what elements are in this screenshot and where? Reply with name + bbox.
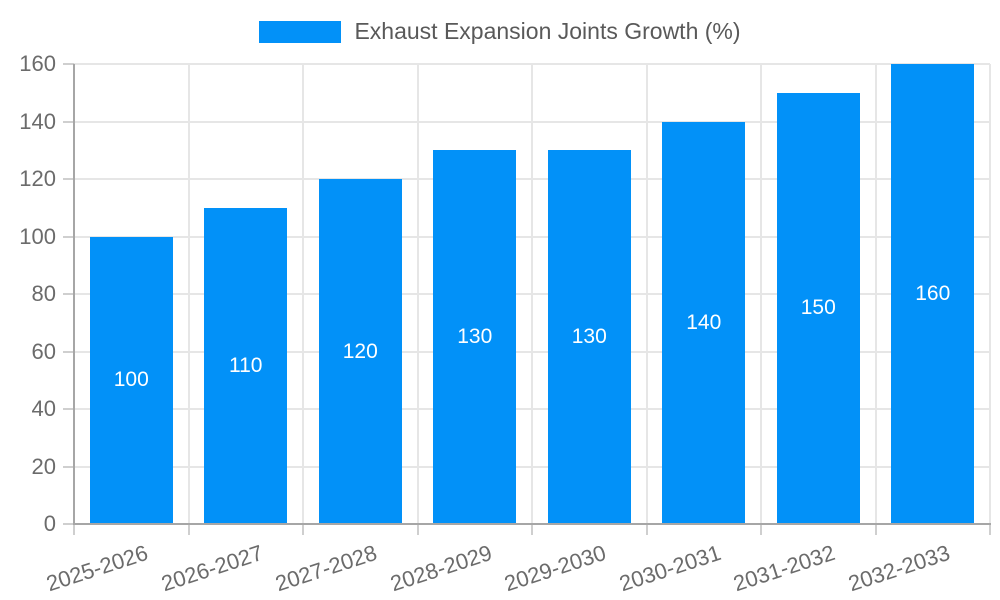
bar[interactable]: 130 bbox=[547, 150, 631, 524]
x-tick bbox=[531, 524, 533, 535]
x-tick bbox=[874, 524, 877, 535]
y-tick bbox=[63, 523, 74, 525]
x-axis-label: 2032-2033 bbox=[844, 540, 953, 597]
bar[interactable]: 110 bbox=[204, 207, 288, 524]
x-gridline bbox=[531, 64, 533, 524]
y-axis-label: 140 bbox=[19, 108, 56, 134]
x-tick bbox=[989, 524, 991, 535]
y-axis-label: 0 bbox=[43, 511, 56, 536]
bar[interactable]: 150 bbox=[776, 92, 860, 524]
x-tick bbox=[302, 524, 304, 535]
y-tick bbox=[63, 408, 74, 410]
y-axis-label: 160 bbox=[19, 51, 56, 76]
bar-value-label: 130 bbox=[457, 325, 493, 349]
x-axis-label: 2030-2031 bbox=[615, 540, 724, 597]
x-axis-label: 2025-2026 bbox=[43, 540, 151, 597]
x-gridline bbox=[187, 64, 190, 524]
x-tick bbox=[73, 524, 75, 535]
x-gridline bbox=[874, 64, 877, 524]
x-axis-line bbox=[73, 523, 991, 525]
x-gridline bbox=[989, 64, 991, 524]
x-axis-label: 2031-2032 bbox=[730, 540, 838, 597]
bar[interactable]: 140 bbox=[662, 121, 746, 524]
bar-value-label: 150 bbox=[800, 296, 836, 320]
x-axis-label: 2026-2027 bbox=[157, 540, 266, 597]
y-axis-label: 60 bbox=[31, 338, 56, 364]
y-tick bbox=[63, 350, 74, 353]
x-tick bbox=[187, 524, 190, 535]
y-axis-label: 40 bbox=[31, 396, 56, 421]
x-axis-label: 2029-2030 bbox=[501, 540, 609, 597]
legend-swatch-icon bbox=[259, 20, 342, 43]
y-axis-label: 120 bbox=[19, 166, 56, 191]
x-axis-label: 2028-2029 bbox=[386, 540, 495, 597]
bar[interactable]: 160 bbox=[891, 64, 975, 524]
x-tick bbox=[645, 524, 648, 535]
x-tick bbox=[760, 524, 762, 535]
bar-value-label: 110 bbox=[229, 353, 263, 377]
x-gridline bbox=[302, 64, 304, 524]
y-tick bbox=[63, 465, 74, 468]
x-axis-label: 2027-2028 bbox=[272, 540, 380, 597]
x-gridline bbox=[416, 64, 419, 524]
bar-value-label: 130 bbox=[571, 325, 607, 349]
y-tick bbox=[63, 120, 74, 123]
bar-value-label: 120 bbox=[342, 339, 378, 363]
x-tick bbox=[416, 524, 419, 535]
y-tick bbox=[63, 293, 74, 295]
bar[interactable]: 130 bbox=[433, 150, 517, 524]
y-axis-label: 80 bbox=[31, 281, 56, 306]
bar-value-label: 140 bbox=[686, 310, 722, 334]
bar-value-label: 100 bbox=[113, 368, 149, 392]
y-tick bbox=[63, 235, 74, 238]
y-axis-label: 100 bbox=[19, 223, 56, 249]
x-gridline bbox=[760, 64, 762, 524]
y-axis-line bbox=[73, 64, 75, 524]
bar-value-label: 160 bbox=[915, 282, 951, 305]
y-axis-label: 20 bbox=[31, 453, 56, 479]
y-tick bbox=[63, 63, 74, 65]
legend-label: Exhaust Expansion Joints Growth (%) bbox=[354, 18, 741, 44]
bar[interactable]: 100 bbox=[89, 236, 173, 524]
x-gridline bbox=[645, 64, 648, 524]
bar[interactable]: 120 bbox=[318, 179, 402, 524]
y-tick bbox=[63, 178, 74, 180]
legend[interactable]: Exhaust Expansion Joints Growth (%) bbox=[0, 18, 1000, 45]
